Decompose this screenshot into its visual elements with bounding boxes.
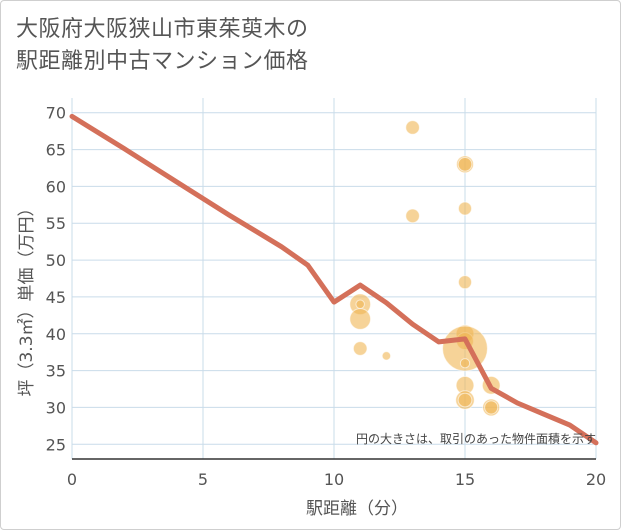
y-tick-label: 65 bbox=[46, 141, 66, 160]
y-tick-label: 35 bbox=[46, 362, 66, 381]
size-note: 円の大きさは、取引のあった物件面積を示す bbox=[356, 431, 596, 446]
x-tick-label: 15 bbox=[455, 470, 475, 489]
scatter-point bbox=[405, 208, 420, 224]
y-tick-label: 25 bbox=[46, 435, 66, 454]
title-line-2: 駅距離別中古マンション価格 bbox=[16, 49, 309, 74]
y-tick-label: 60 bbox=[46, 177, 66, 196]
scatter-point bbox=[381, 351, 392, 361]
x-tick-labels: 0 5 10 15 20 bbox=[67, 470, 606, 489]
chart-title: 大阪府大阪狭山市東茱萸木の 駅距離別中古マンション価格 bbox=[16, 14, 309, 78]
scatter-point bbox=[457, 275, 473, 290]
scatter-point bbox=[459, 358, 471, 369]
y-tick-label: 45 bbox=[46, 288, 66, 307]
scatter-point bbox=[405, 120, 420, 135]
y-tick-label: 50 bbox=[46, 251, 66, 270]
x-tick-label: 5 bbox=[198, 470, 208, 489]
y-tick-labels: 25 30 35 40 45 50 55 60 65 70 bbox=[46, 104, 66, 455]
y-tick-label: 55 bbox=[46, 214, 66, 233]
y-tick-label: 30 bbox=[46, 398, 66, 417]
scatter-point bbox=[352, 341, 368, 356]
y-axis-label: 坪（3.3㎡）単価（万円） bbox=[17, 199, 37, 396]
x-tick-label: 20 bbox=[586, 470, 606, 489]
scatter-point bbox=[349, 308, 372, 330]
x-tick-label: 0 bbox=[67, 470, 77, 489]
scatter-point bbox=[457, 201, 473, 216]
scatter-point bbox=[355, 299, 365, 310]
scatter-point bbox=[457, 392, 473, 408]
y-tick-label: 70 bbox=[46, 104, 66, 123]
scatter-point bbox=[484, 400, 499, 415]
scatter-point bbox=[457, 156, 473, 172]
title-line-1: 大阪府大阪狭山市東茱萸木の bbox=[16, 17, 309, 42]
y-tick-label: 40 bbox=[46, 325, 66, 344]
x-tick-label: 10 bbox=[324, 470, 344, 489]
x-axis-label: 駅距離（分） bbox=[306, 499, 408, 519]
trend-line bbox=[69, 113, 599, 446]
bubble-series bbox=[349, 120, 501, 417]
